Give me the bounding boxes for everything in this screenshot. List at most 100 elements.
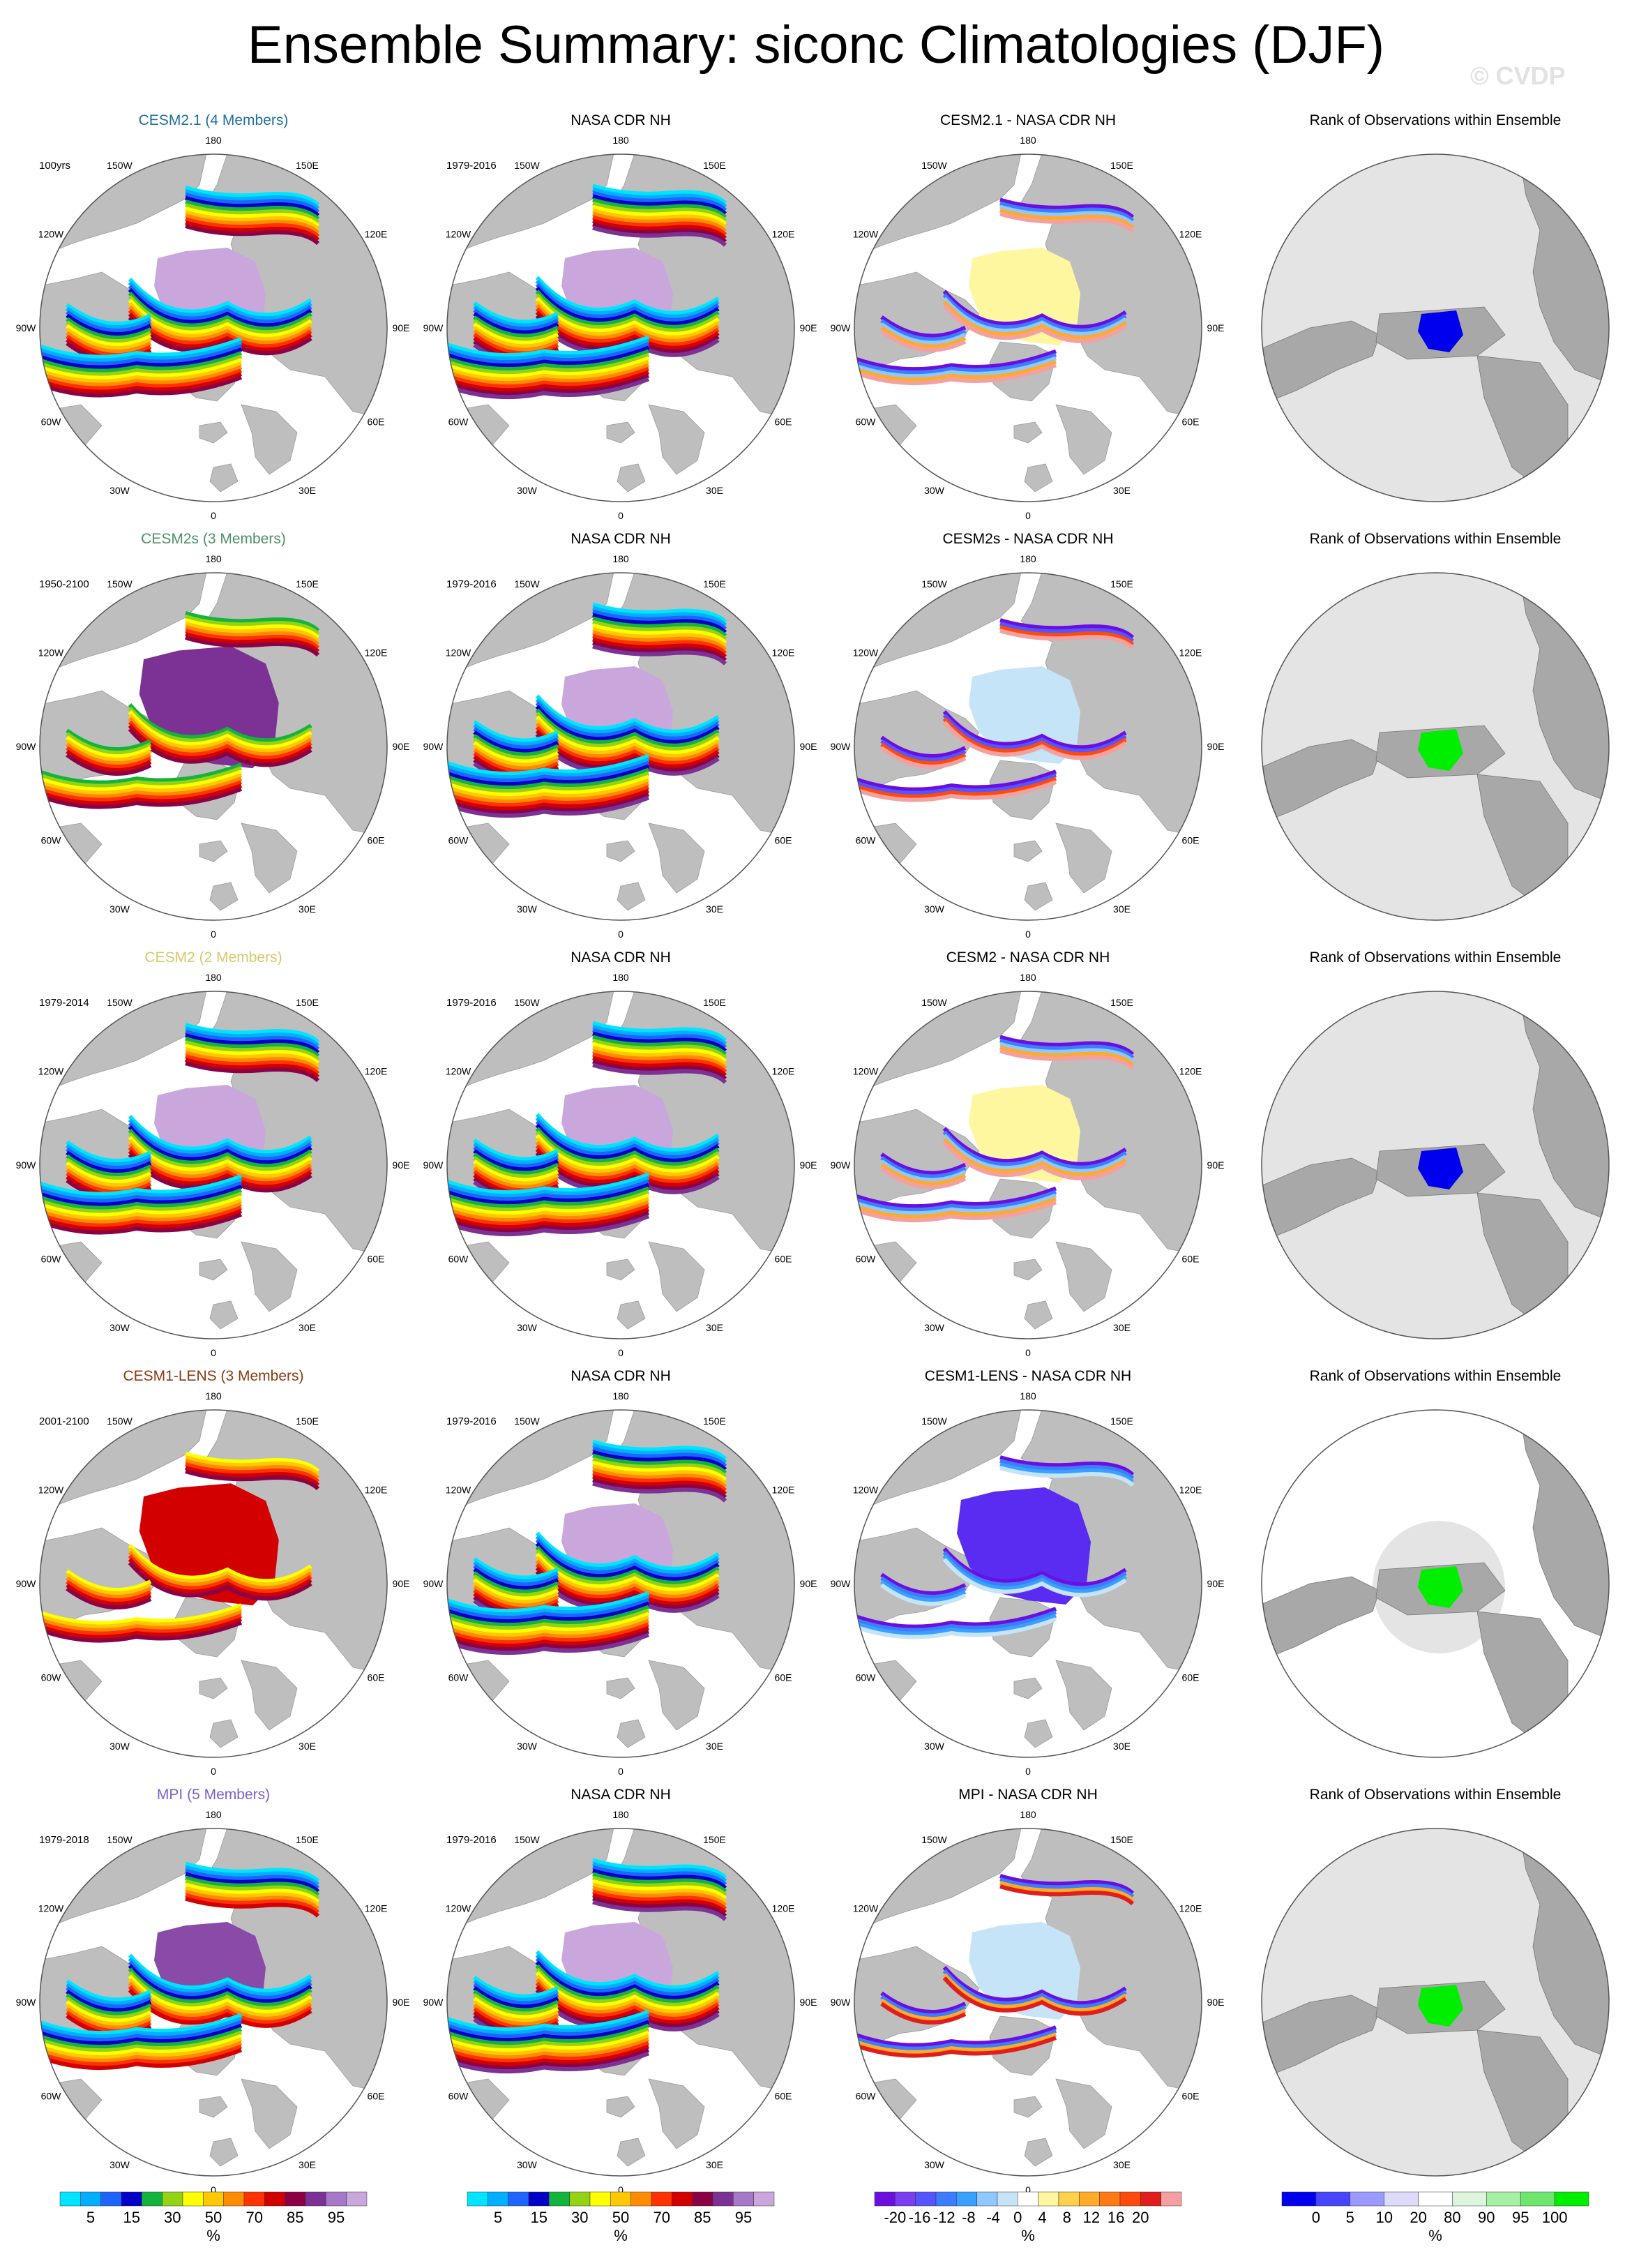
- ice-edge-band: [447, 2051, 650, 2074]
- rank-field: [1418, 310, 1463, 352]
- ice-edge-band: [592, 1471, 727, 1492]
- ice-edge-band: [447, 1176, 650, 1199]
- ice-edge-band: [592, 606, 727, 627]
- longitude-label: 90E: [800, 1159, 817, 1171]
- colorbar-swatch: [549, 2191, 570, 2207]
- ice-edge-band: [942, 710, 1127, 750]
- longitude-label: 150E: [703, 997, 726, 1008]
- ice-edge-band: [128, 1129, 312, 1169]
- ice-edge-band: [535, 1120, 720, 1159]
- colorbar-tick-label: 50: [612, 2209, 629, 2226]
- longitude-label: 120E: [1179, 229, 1202, 240]
- map-boundary: [446, 991, 795, 1339]
- ice-edge-band: [66, 1147, 152, 1170]
- longitude-label: 120E: [365, 1066, 388, 1077]
- ice-edge-band: [447, 345, 650, 368]
- obs-panel-title: NASA CDR NH: [571, 1368, 671, 1384]
- ice-edge-band: [473, 2000, 559, 2023]
- longitude-label: 60W: [448, 2091, 469, 2102]
- ice-edge-band: [854, 2036, 1057, 2058]
- ice-edge-band: [185, 1896, 320, 1918]
- rank-panel: Rank of Observations within Ensemble: [1261, 949, 1610, 1339]
- colorbar-swatch: [976, 2191, 998, 2207]
- rank-panel-title: Rank of Observations within Ensemble: [1310, 1368, 1562, 1384]
- ice-edge-band: [592, 1858, 727, 1879]
- map-boundary: [39, 153, 388, 502]
- longitude-label: 90W: [423, 322, 444, 333]
- ice-edge-band: [592, 1439, 727, 1461]
- ice-edge-band: [447, 1608, 650, 1631]
- ice-edge-band: [185, 1455, 320, 1477]
- longitude-label: 60W: [41, 1254, 62, 1265]
- ice-edge-band: [185, 629, 320, 650]
- ice-edge-band: [185, 1023, 320, 1044]
- longitude-label: 150W: [921, 997, 947, 1008]
- ice-edge-band: [447, 792, 650, 815]
- land-mass: [199, 1259, 228, 1281]
- ice-edge-band: [535, 729, 720, 769]
- longitude-label: 30W: [924, 1741, 945, 1752]
- longitude-label: 180: [205, 553, 222, 564]
- ice-edge-band: [535, 694, 720, 734]
- ice-edge-band: [942, 721, 1127, 760]
- ice-edge-band: [447, 2013, 650, 2036]
- ice-edge-band: [535, 307, 720, 347]
- longitude-label: 30W: [517, 903, 538, 915]
- colorbar-tick-label: 80: [1444, 2209, 1460, 2226]
- longitude-label: 180: [1020, 1390, 1036, 1402]
- colorbar-tick-label: 95: [735, 2209, 752, 2226]
- colorbar-tick-label: 0: [1013, 2209, 1022, 2226]
- ice-edge-band: [473, 1571, 559, 1594]
- ice-edge-band: [447, 1200, 650, 1223]
- ice-edge-band: [535, 1130, 720, 1170]
- obs-period-label: 1979-2016: [446, 997, 497, 1009]
- colorbar-tick-label: 12: [1083, 2209, 1100, 2226]
- longitude-label: 30E: [1113, 903, 1131, 915]
- ice-edge-band: [592, 1059, 727, 1081]
- longitude-label: 120E: [772, 229, 795, 240]
- ice-edge-band: [592, 225, 727, 247]
- ice-edge-band: [999, 1042, 1135, 1063]
- ice-edge-band: [66, 1579, 152, 1602]
- ice-edge-band: [40, 2023, 243, 2046]
- longitude-label: 60E: [368, 1672, 385, 1683]
- ice-edge-band: [447, 1605, 650, 1628]
- colorbar-tick-label: -4: [986, 2209, 1000, 2226]
- model-panel: CESM2.1 (4 Members) 100yrs 180 150E 120E 90E 6…: [16, 112, 410, 521]
- difference-panel: MPI - NASA CDR NH 180 150E 120E 90E 60E 30E 0 30…: [831, 1787, 1225, 2195]
- colorbar-swatch: [528, 2191, 550, 2207]
- rank-map-content: [1262, 991, 1609, 1339]
- ice-edge-band: [592, 619, 727, 641]
- ice-edge-band: [473, 723, 559, 746]
- ice-edge-band: [40, 2034, 243, 2057]
- ice-edge-band: [942, 1973, 1127, 2013]
- colorbar-tick-label: -8: [962, 2209, 976, 2226]
- ice-edge-band: [880, 1576, 967, 1599]
- longitude-label: 150E: [1110, 160, 1133, 171]
- longitude-label: 150E: [703, 1834, 726, 1845]
- colorbar-swatch: [935, 2191, 957, 2207]
- colorbar-swatch: [1079, 2191, 1100, 2207]
- map-boundary: [1261, 1828, 1610, 2177]
- ice-edge-band: [40, 763, 243, 785]
- land-mass: [1055, 1660, 1112, 1731]
- longitude-label: 30E: [706, 485, 723, 496]
- ice-edge-band: [40, 2027, 243, 2050]
- ice-edge-band: [66, 331, 152, 354]
- land-mass: [199, 2096, 228, 2118]
- longitude-label: 30W: [109, 1741, 130, 1752]
- rank-panel: Rank of Observations within Ensemble: [1261, 112, 1610, 502]
- colorbar-swatch: [305, 2191, 326, 2207]
- longitude-label: 60E: [775, 1254, 792, 1265]
- ice-edge-band: [447, 2027, 650, 2050]
- model-panel-title: CESM2 (2 Members): [144, 949, 282, 966]
- ice-edge-band: [942, 1547, 1127, 1587]
- longitude-label: 180: [205, 1390, 222, 1402]
- ice-edge-band: [40, 1617, 243, 1639]
- colorbar-swatch: [692, 2191, 713, 2207]
- colorbar-tick-label: 85: [287, 2209, 303, 2226]
- ice-edge-band: [473, 333, 559, 356]
- ice-edge-band: [592, 1024, 727, 1046]
- ice-edge-band: [185, 1058, 320, 1079]
- ice-edge-band: [999, 211, 1135, 233]
